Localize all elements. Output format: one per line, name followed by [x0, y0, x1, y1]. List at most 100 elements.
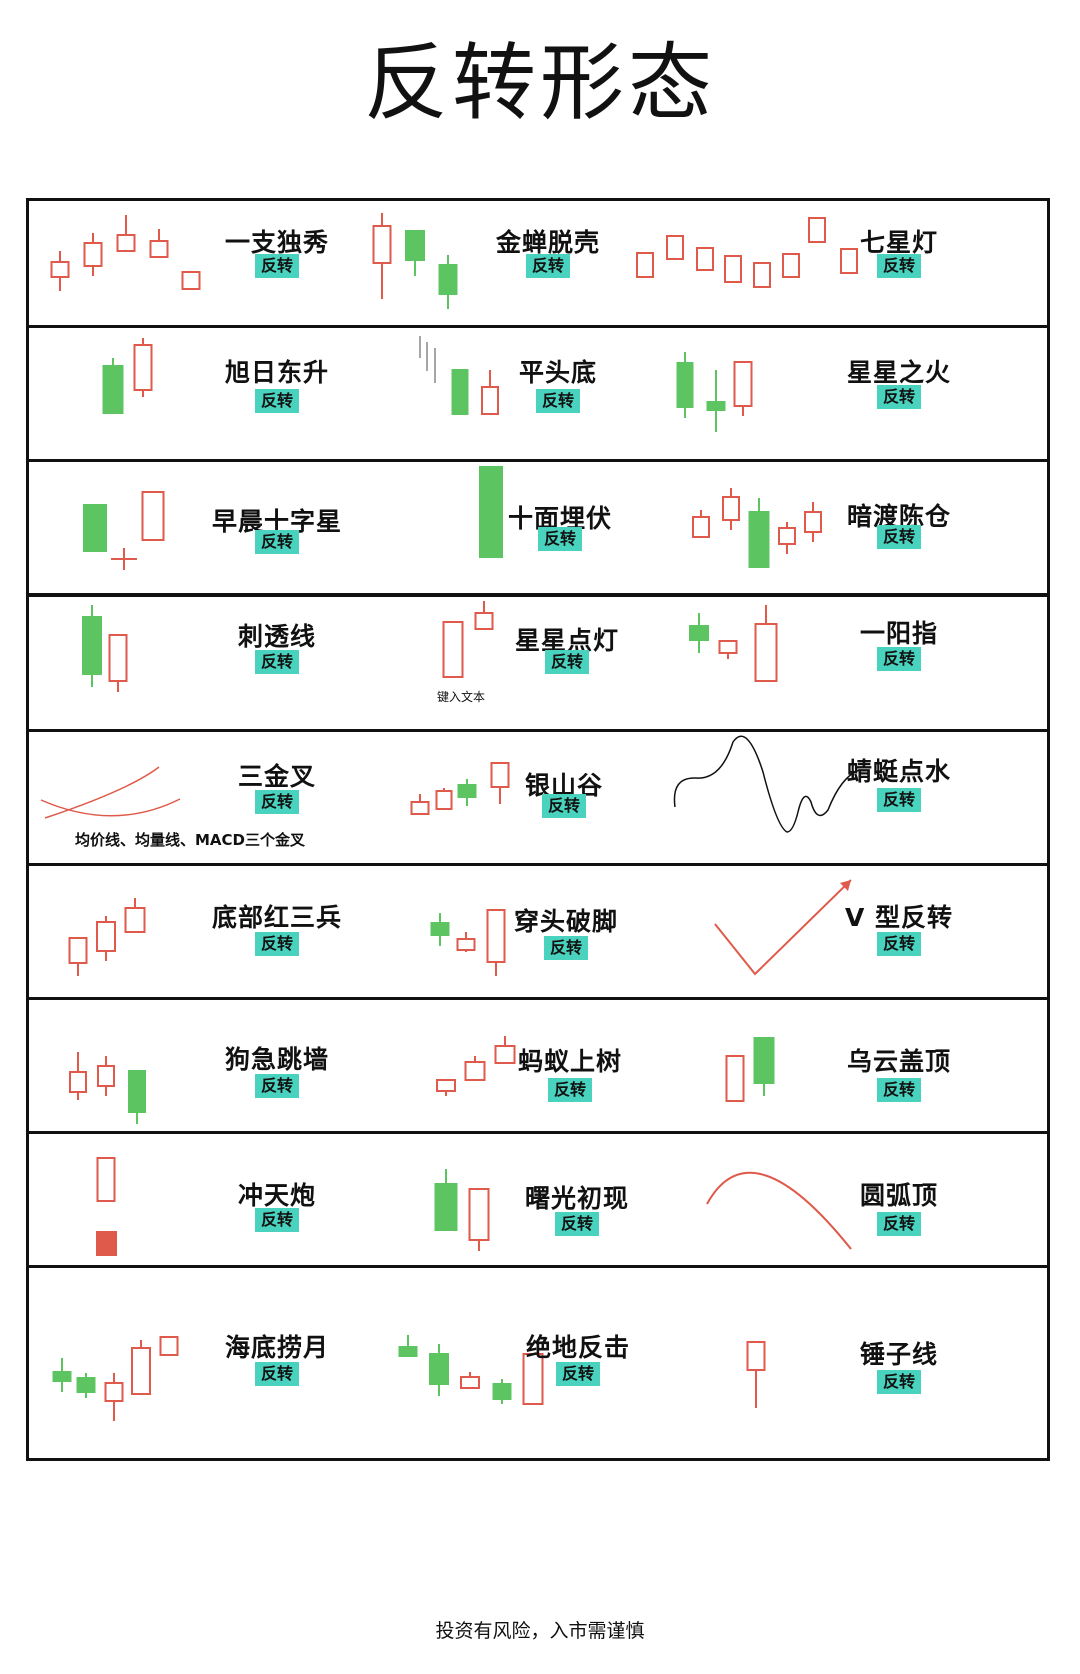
- pattern-curve: [44, 766, 160, 819]
- red-candle: [372, 213, 392, 299]
- candlestick-diagram: [673, 735, 860, 833]
- reversal-tag: 反转: [254, 1074, 300, 1098]
- page-title: 反转形态: [363, 34, 716, 132]
- reversal-tag: 反转: [876, 525, 922, 549]
- candlestick-diagram: [102, 338, 153, 414]
- red-candle: [481, 370, 499, 415]
- red-candle: [104, 1373, 124, 1421]
- pattern-cell: 暗渡陈仓 反转: [692, 462, 1053, 593]
- green-candle: [430, 913, 450, 946]
- reversal-tag: 反转: [254, 254, 300, 278]
- red-candle: [96, 1157, 116, 1202]
- pattern-name: 一支独秀: [224, 228, 330, 257]
- red-candle: [436, 1079, 456, 1096]
- green-candle: [479, 466, 503, 558]
- candlestick-diagram: [676, 352, 753, 432]
- pattern-cell: 一阳指 反转: [689, 597, 1053, 729]
- reversal-tag: 反转: [525, 254, 571, 278]
- pattern-cell: 蚂蚁上树 反转: [370, 1000, 711, 1131]
- red-candle: [435, 788, 453, 810]
- reversal-tag: 反转: [254, 790, 300, 814]
- reversal-tag: 反转: [541, 794, 587, 818]
- red-candle: [141, 491, 165, 541]
- reversal-tag: 反转: [876, 1212, 922, 1236]
- risk-disclaimer: 投资有风险，入市需谨慎: [435, 1620, 645, 1642]
- pattern-cell: 冲天炮 反转: [29, 1134, 370, 1265]
- reversal-tag: 反转: [876, 647, 922, 671]
- reversal-tag: 反转: [254, 1208, 300, 1232]
- pattern-name: 穿头破脚: [513, 907, 619, 936]
- red-candle: [83, 233, 103, 276]
- candlestick-diagram: [479, 466, 503, 558]
- pattern-row: 旭日东升 反转 平头底 反转 星星之火 反转: [26, 325, 1050, 462]
- pattern-cell: 锤子线 反转: [711, 1268, 1053, 1458]
- reversal-tag: 反转: [876, 932, 922, 956]
- pattern-name: 曙光初现: [524, 1184, 630, 1213]
- pattern-row: 海底捞月 反转 绝地反击 反转 锤子线 反转: [26, 1265, 1050, 1461]
- reversal-tag: 反转: [543, 936, 589, 960]
- red-candle: [494, 1036, 516, 1064]
- pattern-cell: 十面埋伏 反转: [370, 462, 711, 593]
- green-candle: [76, 1373, 96, 1398]
- green-candle: [434, 1169, 458, 1231]
- green-candle: [706, 370, 726, 432]
- candlestick-diagram: [40, 766, 181, 819]
- pattern-name: 底部红三兵: [211, 903, 343, 932]
- candlestick-diagram: [725, 1037, 775, 1102]
- reversal-tag: 反转: [876, 254, 922, 278]
- pattern-name: 圆弧顶: [859, 1181, 939, 1210]
- red-candle: [116, 215, 136, 252]
- reversal-tag: 反转: [544, 650, 590, 674]
- red-filled-candle: [96, 1231, 117, 1256]
- pattern-cell: 七星灯 反转: [636, 201, 1053, 325]
- red-candle: [778, 522, 796, 554]
- pattern-name: 平头底: [518, 358, 598, 387]
- green-candle: [398, 1335, 418, 1357]
- pattern-cell: 三金叉 反转 均价线、均量线、MACD三个金叉: [29, 732, 370, 863]
- candlestick-diagram: [419, 336, 499, 415]
- green-candle: [451, 369, 469, 415]
- red-candle: [159, 1336, 179, 1356]
- candlestick-diagram: [52, 1336, 179, 1421]
- pattern-cell: 穿头破脚 反转: [370, 866, 711, 997]
- pattern-cell: 早晨十字星 反转: [29, 462, 370, 593]
- candlestick-diagram: [430, 909, 506, 976]
- pattern-cell: 狗急跳墙 反转: [29, 1000, 370, 1131]
- green-candle: [52, 1358, 72, 1392]
- green-candle: [748, 498, 770, 568]
- red-candle: [456, 932, 476, 952]
- pattern-cell: 乌云盖顶 反转: [711, 1000, 1053, 1131]
- doji-cross: [111, 548, 137, 570]
- arrow-head-icon: [840, 880, 851, 891]
- reversal-tag: 反转: [254, 530, 300, 554]
- green-candle: [82, 605, 102, 687]
- red-candle: [722, 488, 740, 530]
- pattern-cell: 曙光初现 反转: [370, 1134, 711, 1265]
- red-candle: [725, 1055, 745, 1102]
- reversal-tag: 反转: [876, 385, 922, 409]
- red-candle: [50, 251, 70, 291]
- reversal-tag: 反转: [254, 389, 300, 413]
- pattern-name: 锤子线: [859, 1340, 939, 1369]
- red-candle: [782, 253, 800, 278]
- green-candle: [492, 1379, 512, 1404]
- pattern-cell: 刺透线 反转: [29, 597, 370, 729]
- pattern-cell: 蜻蜓点水 反转: [673, 732, 1053, 863]
- red-candle: [808, 217, 826, 243]
- pattern-name: 蜻蜓点水: [846, 757, 952, 786]
- candlestick-diagram: [636, 217, 858, 288]
- red-candle: [442, 621, 464, 678]
- pattern-row: 冲天炮 反转 曙光初现 反转 圆弧顶 反转: [26, 1131, 1050, 1268]
- pattern-cell: 平头底 反转: [370, 328, 711, 459]
- pattern-name: V 型反转: [844, 903, 954, 932]
- candlestick-diagram: [434, 1169, 490, 1251]
- pattern-cell: 海底捞月 反转: [29, 1268, 370, 1458]
- pattern-name: 七星灯: [859, 228, 939, 257]
- candlestick-diagram: [746, 1341, 766, 1408]
- candlestick-diagram: [436, 1036, 516, 1096]
- pattern-name: 刺透线: [237, 622, 317, 651]
- pattern-note: 均价线、均量线、MACD三个金叉: [75, 831, 305, 849]
- pattern-curve: [40, 798, 181, 817]
- green-candle: [457, 779, 477, 806]
- red-candle: [68, 937, 88, 976]
